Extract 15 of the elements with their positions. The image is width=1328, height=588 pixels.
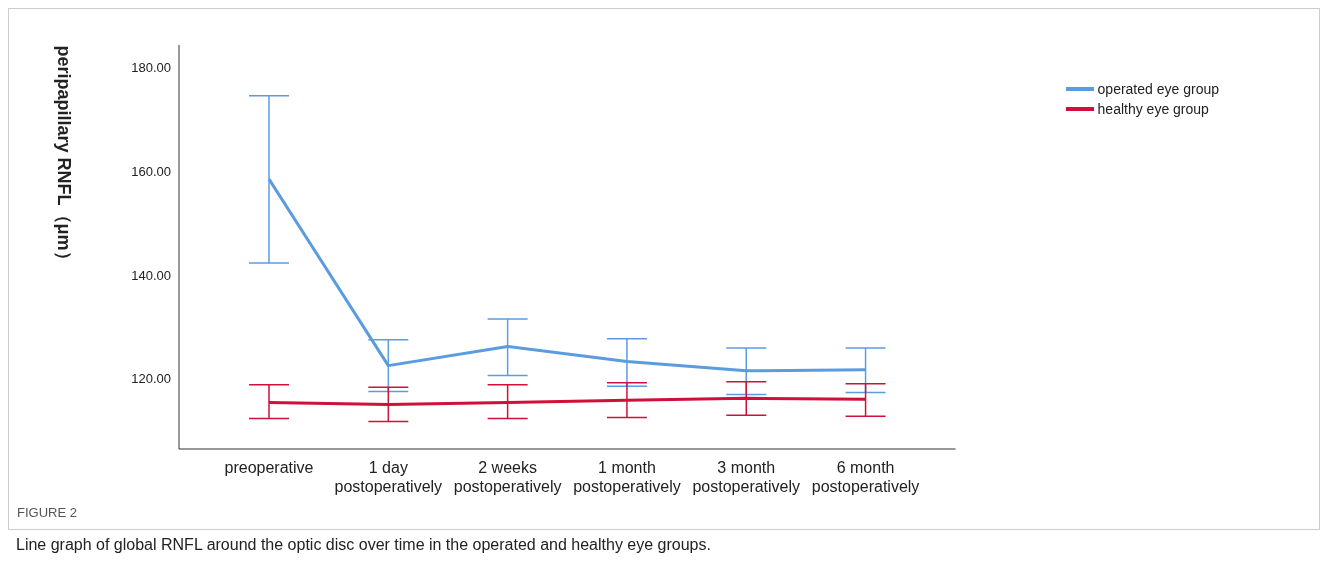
y-tick-label: 180.00 <box>131 60 171 76</box>
y-tick-label: 140.00 <box>131 267 171 283</box>
caption: FIGURE 2 <box>17 505 77 520</box>
text: Line graph of global RNFL around the optic disc over time in the operated and healthy eye groups. <box>16 536 712 554</box>
x-tick-label: 2 weeks postoperatively <box>453 459 562 495</box>
legend-label: operated eye group <box>1096 80 1219 99</box>
y-axis-title: peripapillary RNFL（μm） <box>53 45 74 269</box>
x-tick-label: 1 month postoperatively <box>573 459 681 495</box>
x-tick-label: preoperative <box>224 459 314 476</box>
y-tick-label: 120.00 <box>131 371 171 387</box>
y-tick-label: 160.00 <box>131 163 171 179</box>
x-tick-label: 6 month postoperatively <box>811 459 920 495</box>
x-tick-label: 1 day postoperatively <box>334 459 443 495</box>
legend-label: healthy eye group <box>1096 100 1210 119</box>
x-tick-label: 3 month postoperatively <box>692 459 801 495</box>
